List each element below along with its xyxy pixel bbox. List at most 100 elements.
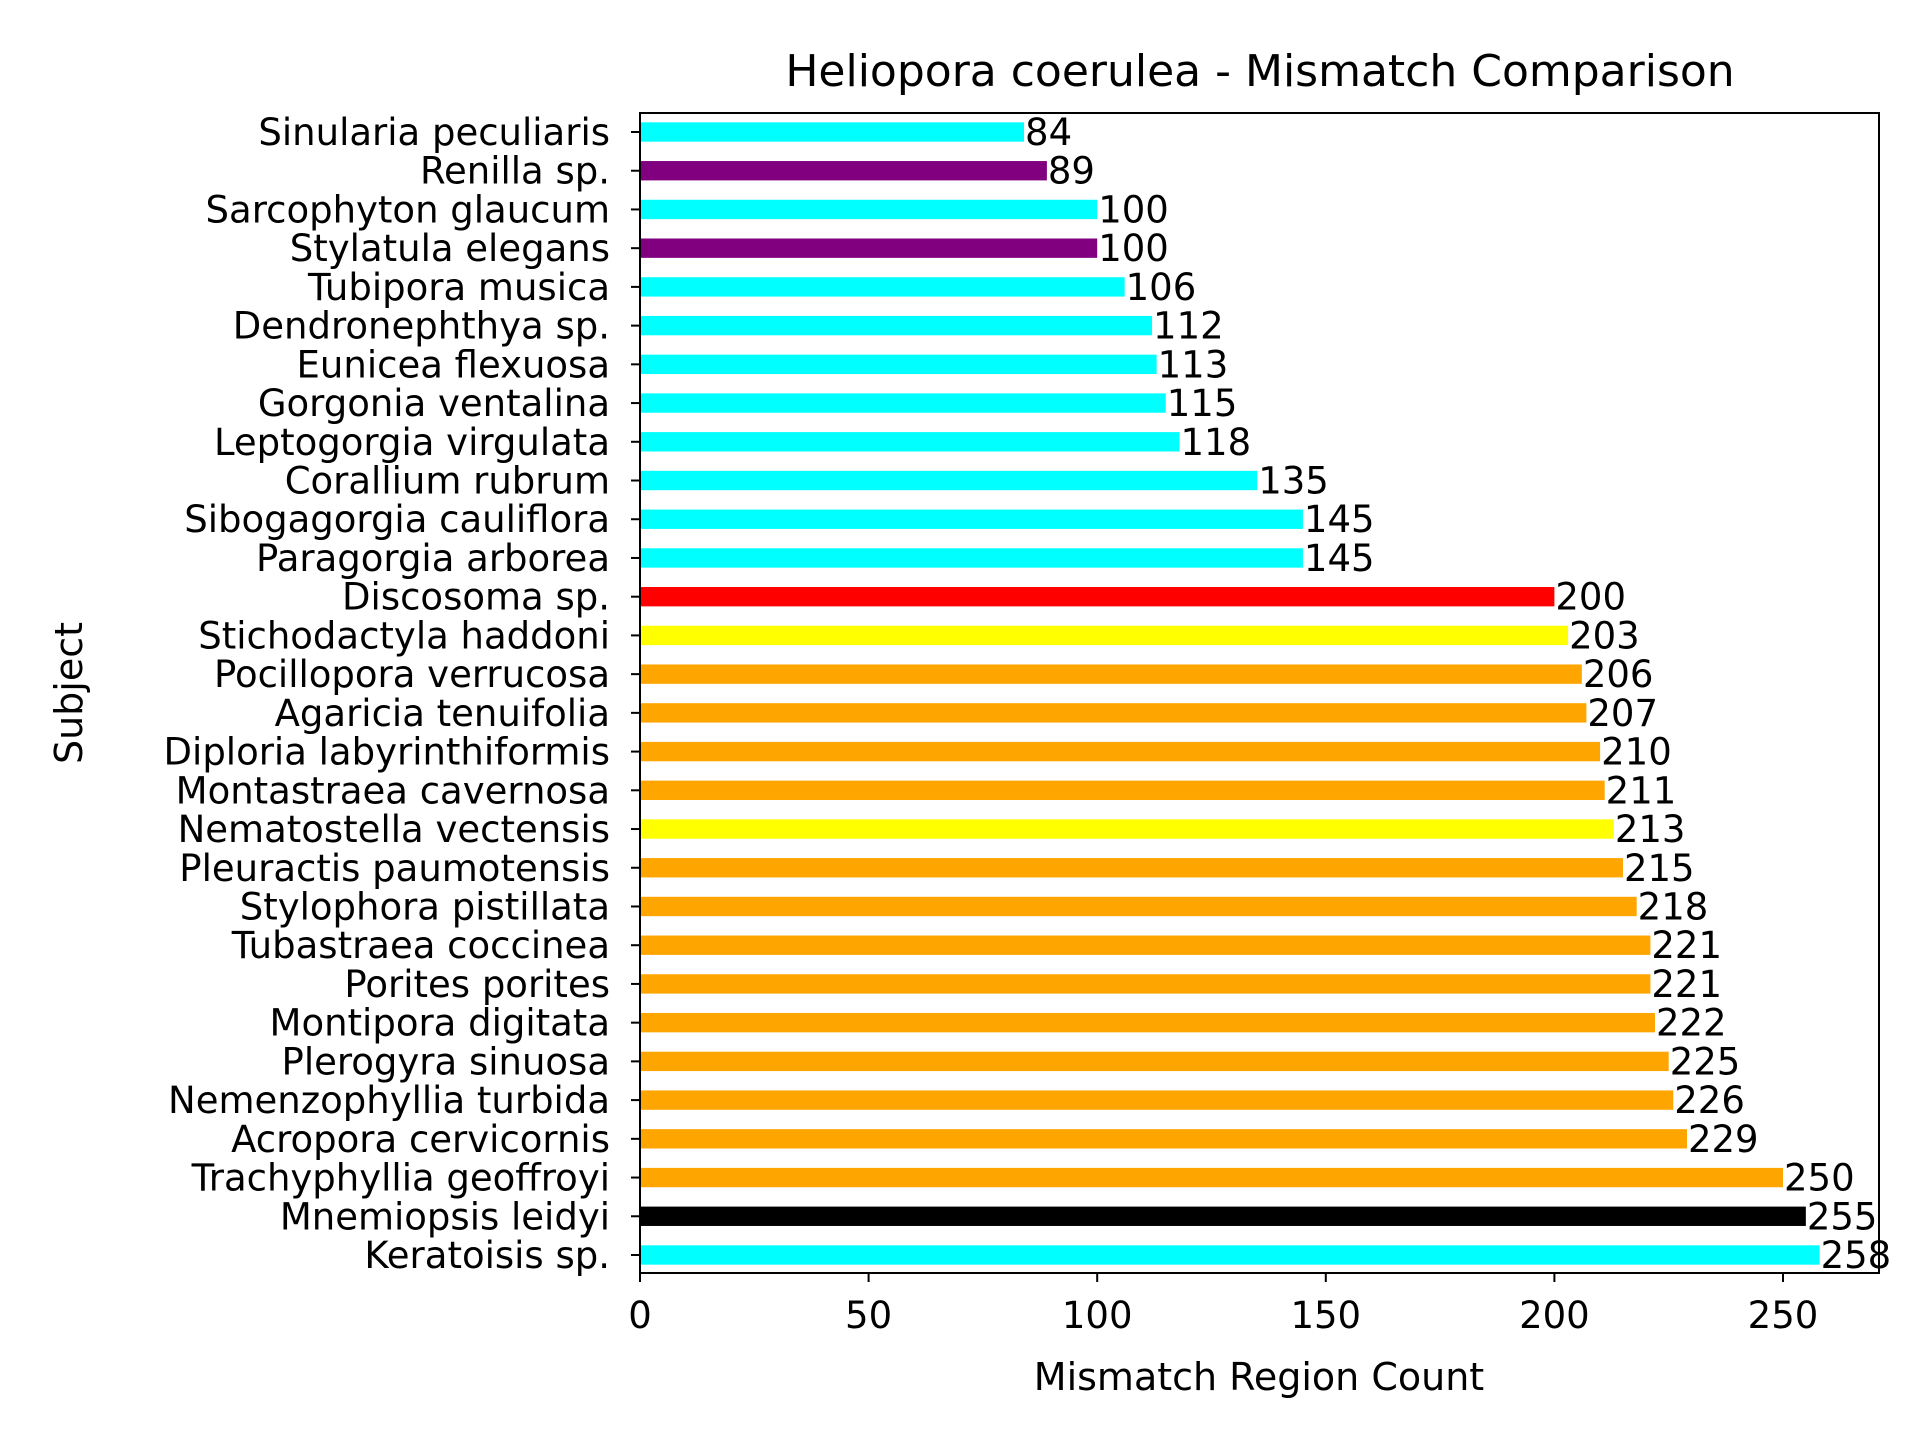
y-tick-label: Trachyphyllia geoffroyi xyxy=(191,1157,610,1200)
bar-value-label: 200 xyxy=(1555,576,1626,619)
bar-value-label: 213 xyxy=(1615,808,1686,851)
bar-value-label: 100 xyxy=(1098,188,1169,231)
bar-value-label: 206 xyxy=(1583,653,1654,696)
bar-value-label: 145 xyxy=(1304,537,1375,580)
y-tick-label: Acropora cervicornis xyxy=(231,1118,610,1161)
bar xyxy=(640,470,1258,491)
bar-value-label: 218 xyxy=(1638,885,1709,928)
x-tick-label: 100 xyxy=(1062,1294,1133,1337)
x-tick-label: 50 xyxy=(845,1294,892,1337)
bar-value-label: 84 xyxy=(1025,111,1072,154)
x-axis-label: Mismatch Region Count xyxy=(1034,1355,1484,1399)
bar xyxy=(640,664,1582,684)
bar xyxy=(640,587,1555,607)
bar-value-label: 215 xyxy=(1624,847,1695,890)
bar-value-label: 229 xyxy=(1688,1118,1759,1161)
y-tick-label: Tubastraea coccinea xyxy=(231,924,610,967)
y-tick-label: Nematostella vectensis xyxy=(178,808,610,851)
bar-value-label: 221 xyxy=(1651,963,1722,1006)
y-tick-label: Eunicea flexuosa xyxy=(297,343,610,386)
bar xyxy=(640,161,1047,181)
y-tick-label: Montastraea cavernosa xyxy=(176,769,610,812)
x-tick-label: 150 xyxy=(1290,1294,1361,1337)
y-tick-label: Corallium rubrum xyxy=(285,460,610,503)
y-tick-label: Montipora digitata xyxy=(270,1002,610,1045)
bar xyxy=(640,1245,1820,1265)
bar xyxy=(640,1167,1783,1188)
y-tick-label: Sinularia peculiaris xyxy=(258,111,610,154)
y-axis-label: Subject xyxy=(47,622,91,764)
bar-value-label: 211 xyxy=(1606,769,1677,812)
x-axis-ticks: 0 50 100 150 200 250 xyxy=(628,1273,1818,1337)
bar xyxy=(640,741,1601,762)
bar-value-label: 210 xyxy=(1601,731,1672,774)
y-tick-label: Paragorgia arborea xyxy=(256,537,610,580)
bar-value-label: 100 xyxy=(1098,227,1169,270)
bar-value-label: 222 xyxy=(1656,1002,1727,1045)
bar-value-label: 118 xyxy=(1180,421,1251,464)
bar xyxy=(640,625,1569,646)
x-tick-label: 0 xyxy=(628,1294,652,1337)
bar-value-label: 255 xyxy=(1807,1195,1878,1238)
bar xyxy=(640,1206,1806,1226)
bar xyxy=(640,1051,1669,1072)
y-tick-label: Stylatula elegans xyxy=(290,227,610,270)
y-tick-label: Diploria labyrinthiformis xyxy=(164,731,610,774)
bar xyxy=(640,780,1605,800)
bar xyxy=(640,974,1651,994)
bar xyxy=(640,315,1153,336)
bar xyxy=(640,393,1166,413)
bars-group xyxy=(640,122,1820,1265)
y-tick-label: Agaricia tenuifolia xyxy=(275,692,610,735)
bar xyxy=(640,238,1098,258)
bar xyxy=(640,703,1587,723)
bar xyxy=(640,896,1637,917)
y-tick-label: Gorgonia ventalina xyxy=(258,382,610,425)
y-tick-label: Keratoisis sp. xyxy=(364,1234,610,1277)
bar-value-label: 226 xyxy=(1674,1079,1745,1122)
bar-value-label: 135 xyxy=(1258,460,1329,503)
bar xyxy=(640,432,1180,452)
bar-value-label: 106 xyxy=(1126,266,1197,309)
y-tick-label: Leptogorgia virgulata xyxy=(214,421,610,464)
bar xyxy=(640,277,1125,297)
bar-value-label: 221 xyxy=(1651,924,1722,967)
bar-value-label: 115 xyxy=(1167,382,1238,425)
bar-value-label: 203 xyxy=(1569,614,1640,657)
y-tick-label: Pleuractis paumotensis xyxy=(179,847,610,890)
x-tick-label: 200 xyxy=(1519,1294,1590,1337)
y-tick-label: Mnemiopsis leidyi xyxy=(280,1195,610,1238)
bar-value-label: 225 xyxy=(1670,1040,1741,1083)
y-tick-label: Dendronephthya sp. xyxy=(233,305,610,348)
value-labels-group: 8489100100106112113115118135145145200203… xyxy=(1025,111,1891,1277)
y-tick-label: Renilla sp. xyxy=(420,150,610,193)
y-tick-label: Tubipora musica xyxy=(307,266,610,309)
bar xyxy=(640,935,1651,955)
y-tick-label: Stichodactyla haddoni xyxy=(198,614,610,657)
bar-value-label: 258 xyxy=(1821,1234,1892,1277)
chart-title: Heliopora coerulea - Mismatch Comparison xyxy=(785,46,1734,97)
bar xyxy=(640,1129,1687,1149)
bar-value-label: 145 xyxy=(1304,498,1375,541)
y-tick-label: Nemenzophyllia turbida xyxy=(168,1079,610,1122)
y-tick-label: Porites porites xyxy=(344,963,610,1006)
bar xyxy=(640,509,1303,529)
bar xyxy=(640,122,1025,142)
bar-value-label: 112 xyxy=(1153,305,1224,348)
x-tick-label: 250 xyxy=(1748,1294,1819,1337)
plot-frame xyxy=(639,112,1880,1274)
y-tick-label: Sibogagorgia cauliflora xyxy=(184,498,610,541)
bar xyxy=(640,1090,1674,1110)
y-tick-label: Plerogyra sinuosa xyxy=(282,1040,610,1083)
bar-value-label: 207 xyxy=(1587,692,1658,735)
bar xyxy=(640,199,1098,220)
bar xyxy=(640,548,1303,568)
bar xyxy=(640,1012,1655,1033)
y-tick-label: Sarcophyton glaucum xyxy=(206,188,610,231)
bar-value-label: 89 xyxy=(1048,150,1095,193)
bar xyxy=(640,354,1157,375)
y-tick-label: Pocillopora verrucosa xyxy=(214,653,610,696)
